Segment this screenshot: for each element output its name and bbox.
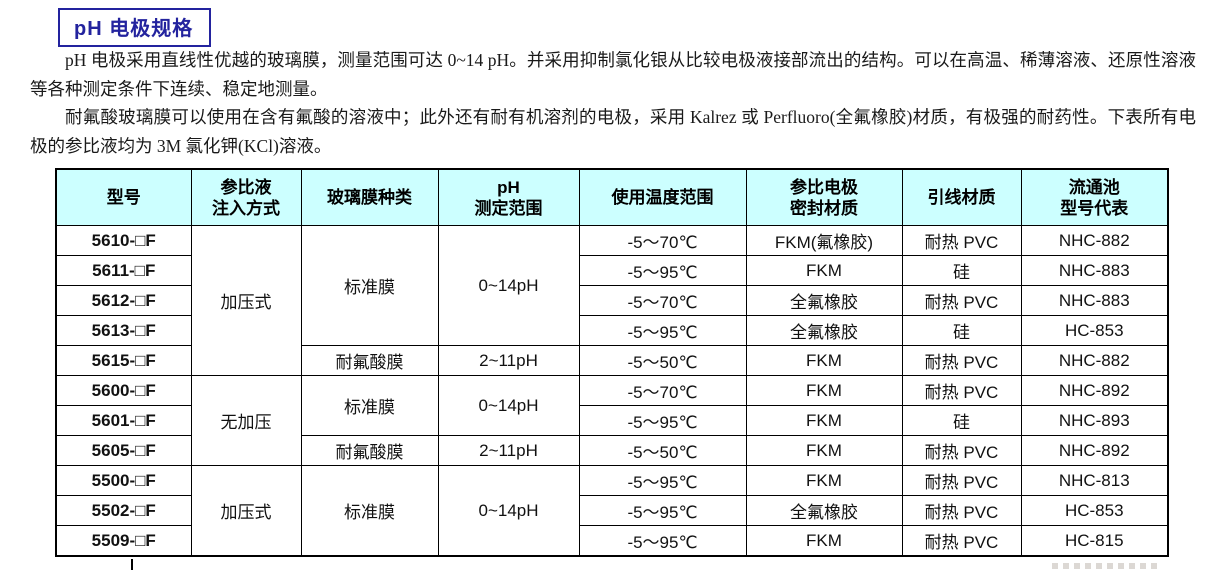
cell-membrane: 标准膜	[300, 225, 439, 346]
col-header-lead: 引线材质	[901, 168, 1022, 226]
cell-seal: FKM	[745, 435, 903, 466]
cell-lead: 耐热 PVC	[901, 435, 1022, 466]
cutoff-text-artifact	[1052, 563, 1162, 569]
col-header-seal: 参比电极 密封材质	[745, 168, 903, 226]
cell-model: 5612-□F	[55, 285, 192, 316]
cell-lead: 耐热 PVC	[901, 495, 1022, 526]
cell-temp-range: -5～95℃	[578, 525, 747, 557]
cell-lead: 耐热 PVC	[901, 285, 1022, 316]
cell-model: 5601-□F	[55, 405, 192, 436]
cell-temp-range: -5～95℃	[578, 495, 747, 526]
col-header-ph-range: pH 测定范围	[437, 168, 580, 226]
intro-paragraph-1: pH 电极采用直线性优越的玻璃膜，测量范围可达 0~14 pH。并采用抑制氯化银…	[30, 50, 1196, 99]
cell-seal: 全氟橡胶	[745, 285, 903, 316]
cell-seal: FKM	[745, 525, 903, 557]
col-header-model: 型号	[55, 168, 192, 226]
table-row: 5613-□F -5～95℃ 全氟橡胶 硅 HC-853	[55, 315, 1169, 346]
cutoff-border-artifact	[131, 559, 133, 570]
cell-temp-range: -5～70℃	[578, 285, 747, 316]
cell-model: 5500-□F	[55, 465, 192, 496]
cell-ph-range: 2~11pH	[437, 435, 580, 466]
cell-model: 5600-□F	[55, 375, 192, 406]
table-row: 5612-□F -5～70℃ 全氟橡胶 耐热 PVC NHC-883	[55, 285, 1169, 316]
cell-flow-cell: NHC-883	[1020, 285, 1169, 316]
cell-membrane: 耐氟酸膜	[300, 435, 439, 466]
cell-injection: 加压式	[190, 225, 302, 376]
cell-lead: 耐热 PVC	[901, 345, 1022, 376]
cell-model: 5611-□F	[55, 255, 192, 286]
cell-flow-cell: HC-853	[1020, 495, 1169, 526]
cell-ph-range: 2~11pH	[437, 345, 580, 376]
cell-lead: 硅	[901, 405, 1022, 436]
table-row: 5502-□F -5～95℃ 全氟橡胶 耐热 PVC HC-853	[55, 495, 1169, 526]
cell-flow-cell: NHC-883	[1020, 255, 1169, 286]
title-box: pH 电极规格	[58, 8, 212, 47]
header-row: 型号 参比液 注入方式 玻璃膜种类 pH 测定范围 使用温度范围 参比电极 密封…	[55, 168, 1169, 226]
cell-model: 5610-□F	[55, 225, 192, 256]
table-row: 5610-□F 加压式 标准膜 0~14pH -5～70℃ FKM(氟橡胶) 耐…	[55, 225, 1169, 376]
col-header-membrane: 玻璃膜种类	[300, 168, 439, 226]
cell-seal: 全氟橡胶	[745, 495, 903, 526]
cell-temp-range: -5～95℃	[578, 315, 747, 346]
cell-seal: FKM	[745, 345, 903, 376]
table-row: 5601-□F -5～95℃ FKM 硅 NHC-893	[55, 405, 1169, 436]
cell-temp-range: -5～50℃	[578, 345, 747, 376]
cell-temp-range: -5～95℃	[578, 465, 747, 496]
cell-seal: FKM	[745, 405, 903, 436]
cell-seal: FKM(氟橡胶)	[745, 225, 903, 256]
cell-lead: 耐热 PVC	[901, 525, 1022, 557]
cell-model: 5615-□F	[55, 345, 192, 376]
cell-lead: 耐热 PVC	[901, 225, 1022, 256]
cell-flow-cell: NHC-813	[1020, 465, 1169, 496]
cell-ph-range: 0~14pH	[437, 375, 580, 436]
intro-text: pH 电极采用直线性优越的玻璃膜，测量范围可达 0~14 pH。并采用抑制氯化银…	[30, 46, 1196, 160]
cell-ph-range: 0~14pH	[437, 225, 580, 346]
cell-temp-range: -5～70℃	[578, 225, 747, 256]
cell-flow-cell: NHC-893	[1020, 405, 1169, 436]
cell-model: 5605-□F	[55, 435, 192, 466]
cell-lead: 硅	[901, 315, 1022, 346]
cell-membrane: 标准膜	[300, 465, 439, 557]
cell-model: 5613-□F	[55, 315, 192, 346]
cell-flow-cell: HC-815	[1020, 525, 1169, 557]
col-header-flow-cell: 流通池 型号代表	[1020, 168, 1169, 226]
cell-model: 5509-□F	[55, 525, 192, 557]
cell-lead: 耐热 PVC	[901, 465, 1022, 496]
cell-injection: 无加压	[190, 375, 302, 466]
cell-flow-cell: HC-853	[1020, 315, 1169, 346]
table-row: 5600-□F 无加压 标准膜 0~14pH -5～70℃ FKM 耐热 PVC…	[55, 375, 1169, 466]
cell-lead: 耐热 PVC	[901, 375, 1022, 406]
table-row: 5605-□F 耐氟酸膜 2~11pH -5～50℃ FKM 耐热 PVC NH…	[55, 435, 1169, 466]
table-row: 5500-□F 加压式 标准膜 0~14pH -5～95℃ FKM 耐热 PVC…	[55, 465, 1169, 557]
cell-membrane: 耐氟酸膜	[300, 345, 439, 376]
cell-lead: 硅	[901, 255, 1022, 286]
cell-seal: FKM	[745, 255, 903, 286]
cell-flow-cell: NHC-892	[1020, 435, 1169, 466]
cell-seal: FKM	[745, 465, 903, 496]
spec-table: 型号 参比液 注入方式 玻璃膜种类 pH 测定范围 使用温度范围 参比电极 密封…	[55, 168, 1169, 557]
cell-flow-cell: NHC-882	[1020, 345, 1169, 376]
cell-temp-range: -5～50℃	[578, 435, 747, 466]
cell-model: 5502-□F	[55, 495, 192, 526]
table-row: 5509-□F -5～95℃ FKM 耐热 PVC HC-815	[55, 525, 1169, 557]
cell-membrane: 标准膜	[300, 375, 439, 436]
cell-temp-range: -5～95℃	[578, 255, 747, 286]
cell-flow-cell: NHC-892	[1020, 375, 1169, 406]
cell-seal: 全氟橡胶	[745, 315, 903, 346]
page-title: pH 电极规格	[74, 18, 194, 40]
cell-flow-cell: NHC-882	[1020, 225, 1169, 256]
cell-temp-range: -5～70℃	[578, 375, 747, 406]
cell-temp-range: -5～95℃	[578, 405, 747, 436]
col-header-injection: 参比液 注入方式	[190, 168, 302, 226]
intro-paragraph-2: 耐氟酸玻璃膜可以使用在含有氟酸的溶液中；此外还有耐有机溶剂的电极，采用 Kalr…	[30, 107, 1196, 156]
table-row: 5611-□F -5～95℃ FKM 硅 NHC-883	[55, 255, 1169, 286]
cell-injection: 加压式	[190, 465, 302, 557]
col-header-temp-range: 使用温度范围	[578, 168, 747, 226]
cell-ph-range: 0~14pH	[437, 465, 580, 557]
table-row: 5615-□F 耐氟酸膜 2~11pH -5～50℃ FKM 耐热 PVC NH…	[55, 345, 1169, 376]
cell-seal: FKM	[745, 375, 903, 406]
